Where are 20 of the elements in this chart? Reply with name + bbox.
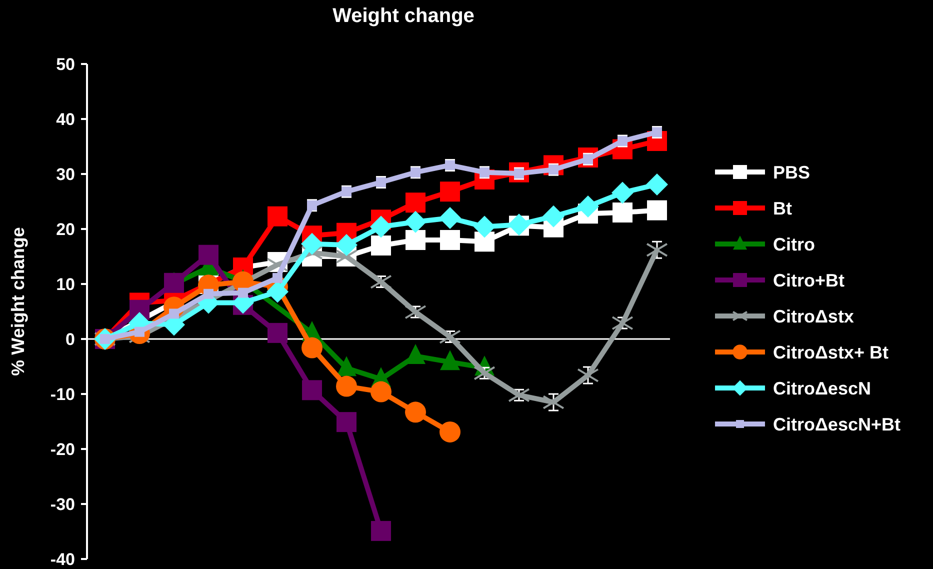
legend-label: CitroΔstx+ Bt xyxy=(773,342,888,362)
y-tick-label: 30 xyxy=(56,164,75,184)
y-tick-label: -30 xyxy=(50,494,75,514)
y-tick-label: -10 xyxy=(50,384,75,404)
legend-label: CitroΔstx xyxy=(773,306,854,326)
legend-label: CitroΔescN xyxy=(773,378,871,398)
y-tick-label: 50 xyxy=(56,54,75,74)
chart-title: Weight change xyxy=(332,5,474,27)
legend-label: PBS xyxy=(773,162,810,182)
legend-label: Citro xyxy=(773,234,815,254)
legend-label: Citro+Bt xyxy=(773,270,845,290)
y-tick-label: 20 xyxy=(56,220,75,239)
y-axis-title: % Weight change xyxy=(8,227,28,376)
y-tick-label: 10 xyxy=(56,274,75,294)
y-tick-label: -40 xyxy=(50,550,75,569)
legend-label: Bt xyxy=(773,198,792,218)
y-tick-label: 0 xyxy=(66,330,75,349)
y-tick-label: 40 xyxy=(56,110,75,129)
y-tick-label: -20 xyxy=(50,440,75,459)
legend-label: CitroΔescN+Bt xyxy=(773,414,900,434)
